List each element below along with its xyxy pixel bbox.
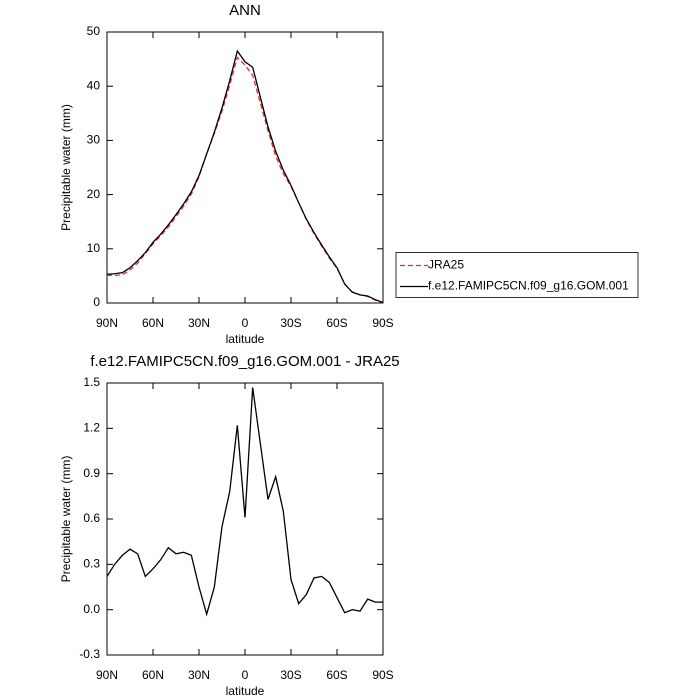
y-tick-label: 40 <box>87 78 101 92</box>
legend-label: f.e12.FAMIPC5CN.f09_g16.GOM.001 <box>428 279 629 293</box>
x-tick-label: 30N <box>188 316 210 330</box>
x-tick-label: 30N <box>188 668 210 682</box>
data-line <box>106 49 384 304</box>
y-tick-label: 1.2 <box>83 421 100 435</box>
y-tick-label: 1.5 <box>83 375 100 389</box>
y-tick-label: 0.3 <box>83 557 100 571</box>
x-tick-label: 90N <box>96 668 118 682</box>
y-tick-label: 0.9 <box>83 466 100 480</box>
y-tick-label: 0 <box>93 295 100 309</box>
x-tick-label: 0 <box>242 316 249 330</box>
y-tick-label: -0.3 <box>79 647 100 661</box>
x-tick-label: 60S <box>326 316 347 330</box>
chart-title: ANN <box>229 2 261 19</box>
x-tick-label: 90S <box>372 668 393 682</box>
plot-frame <box>106 31 384 304</box>
legend-label: JRA25 <box>428 258 464 272</box>
y-tick-label: 20 <box>87 187 101 201</box>
y-tick-label: 10 <box>87 241 101 255</box>
x-tick-label: 90S <box>372 316 393 330</box>
x-tick-label: 30S <box>280 316 301 330</box>
y-axis-label: Precipitable water (mm) <box>59 104 73 231</box>
y-tick-label: 30 <box>87 133 101 147</box>
data-line <box>106 387 383 617</box>
legend-box <box>395 252 639 298</box>
x-tick-label: 90N <box>96 316 118 330</box>
x-tick-label: 60S <box>326 668 347 682</box>
data-line <box>107 56 384 304</box>
y-axis-label: Precipitable water (mm) <box>59 456 73 583</box>
chart-title: f.e12.FAMIPC5CN.f09_g16.GOM.001 - JRA25 <box>90 353 399 370</box>
x-tick-label: 30S <box>280 668 301 682</box>
y-tick-label: 0.0 <box>83 602 100 616</box>
x-axis-label: latitude <box>226 684 265 698</box>
y-tick-label: 50 <box>87 24 101 38</box>
plot-frame <box>106 382 384 656</box>
y-tick-label: 0.6 <box>83 511 100 525</box>
x-axis-label: latitude <box>226 332 265 346</box>
x-tick-label: 60N <box>142 668 164 682</box>
x-tick-label: 60N <box>142 316 164 330</box>
x-tick-label: 0 <box>242 668 249 682</box>
